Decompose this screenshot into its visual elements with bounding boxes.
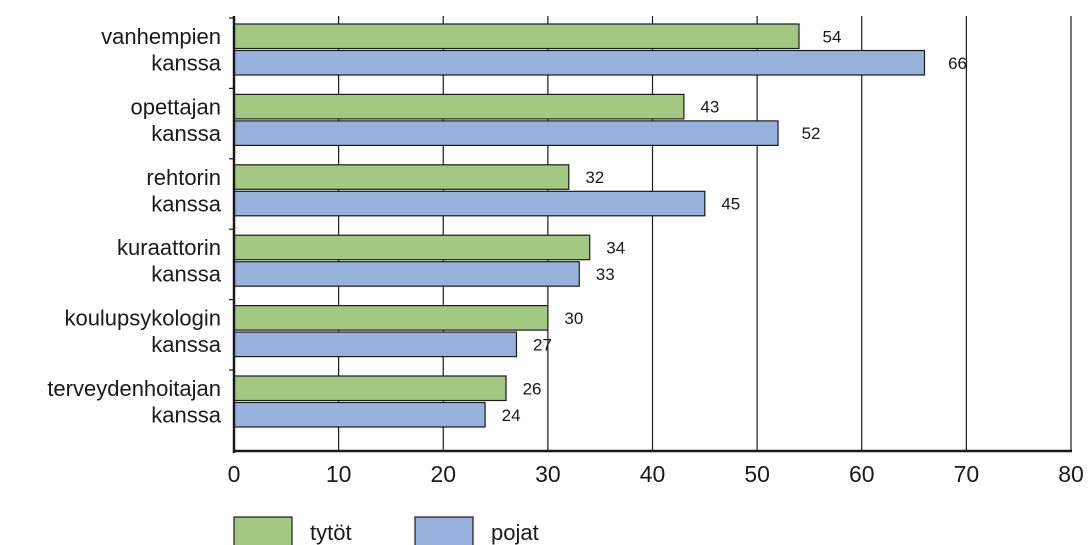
value-label: 30 xyxy=(564,309,583,328)
value-label: 26 xyxy=(523,379,542,398)
category-label: opettajan xyxy=(130,94,221,119)
bar-tytöt xyxy=(233,375,507,402)
x-tick-label: 20 xyxy=(430,461,456,487)
x-axis-tick-labels: 0 10 20 30 40 50 60 70 80 xyxy=(228,461,1084,487)
category-label: kanssa xyxy=(151,191,221,216)
value-label: 52 xyxy=(802,124,821,143)
bars xyxy=(233,23,926,428)
category-labels: vanhempienkanssaopettajankanssarehtorink… xyxy=(47,24,221,428)
value-label: 27 xyxy=(533,335,552,354)
value-label: 45 xyxy=(721,195,740,214)
category-label: kuraattorin xyxy=(117,235,221,260)
category-label: rehtorin xyxy=(146,165,221,190)
x-tick-label: 50 xyxy=(744,461,770,487)
bar-pojat xyxy=(233,261,580,287)
legend-label: tytöt xyxy=(310,520,352,545)
bar-tytöt xyxy=(233,234,591,261)
value-label: 66 xyxy=(948,54,967,73)
bar-tytöt xyxy=(233,164,570,190)
bar-pojat xyxy=(233,401,486,428)
category-label: kanssa xyxy=(151,403,221,428)
x-tick-label: 30 xyxy=(535,461,561,487)
value-label: 32 xyxy=(585,168,604,187)
category-label: kanssa xyxy=(151,262,221,287)
value-label: 54 xyxy=(823,27,842,46)
bar-pojat xyxy=(233,190,706,217)
value-label: 24 xyxy=(502,406,521,425)
x-tick-label: 60 xyxy=(849,461,875,487)
bar-tytöt xyxy=(233,305,549,331)
x-tick-label: 40 xyxy=(640,461,666,487)
x-tick-label: 70 xyxy=(954,461,980,487)
gridlines xyxy=(338,16,1072,451)
category-label: kanssa xyxy=(151,121,221,146)
bar-pojat xyxy=(233,120,779,147)
x-tick-label: 0 xyxy=(228,461,241,487)
x-tick-label: 80 xyxy=(1058,461,1084,487)
bar-tytöt xyxy=(233,93,685,120)
legend-swatch xyxy=(233,516,293,545)
category-label: koulupsykologin xyxy=(64,306,221,331)
axes xyxy=(229,16,1072,453)
category-label: terveydenhoitajan xyxy=(47,376,221,401)
legend: tytöt pojat xyxy=(233,516,539,545)
category-label: kanssa xyxy=(151,332,221,357)
bar-pojat xyxy=(233,49,926,76)
x-tick-label: 10 xyxy=(326,461,352,487)
value-label: 43 xyxy=(700,98,719,117)
bar-pojat xyxy=(233,331,518,358)
legend-swatch xyxy=(414,516,474,545)
bar-tytöt xyxy=(233,23,800,50)
value-label: 34 xyxy=(606,238,625,257)
category-label: kanssa xyxy=(151,51,221,76)
category-label: vanhempien xyxy=(101,24,221,49)
legend-label: pojat xyxy=(491,520,539,545)
value-label: 33 xyxy=(596,265,615,284)
